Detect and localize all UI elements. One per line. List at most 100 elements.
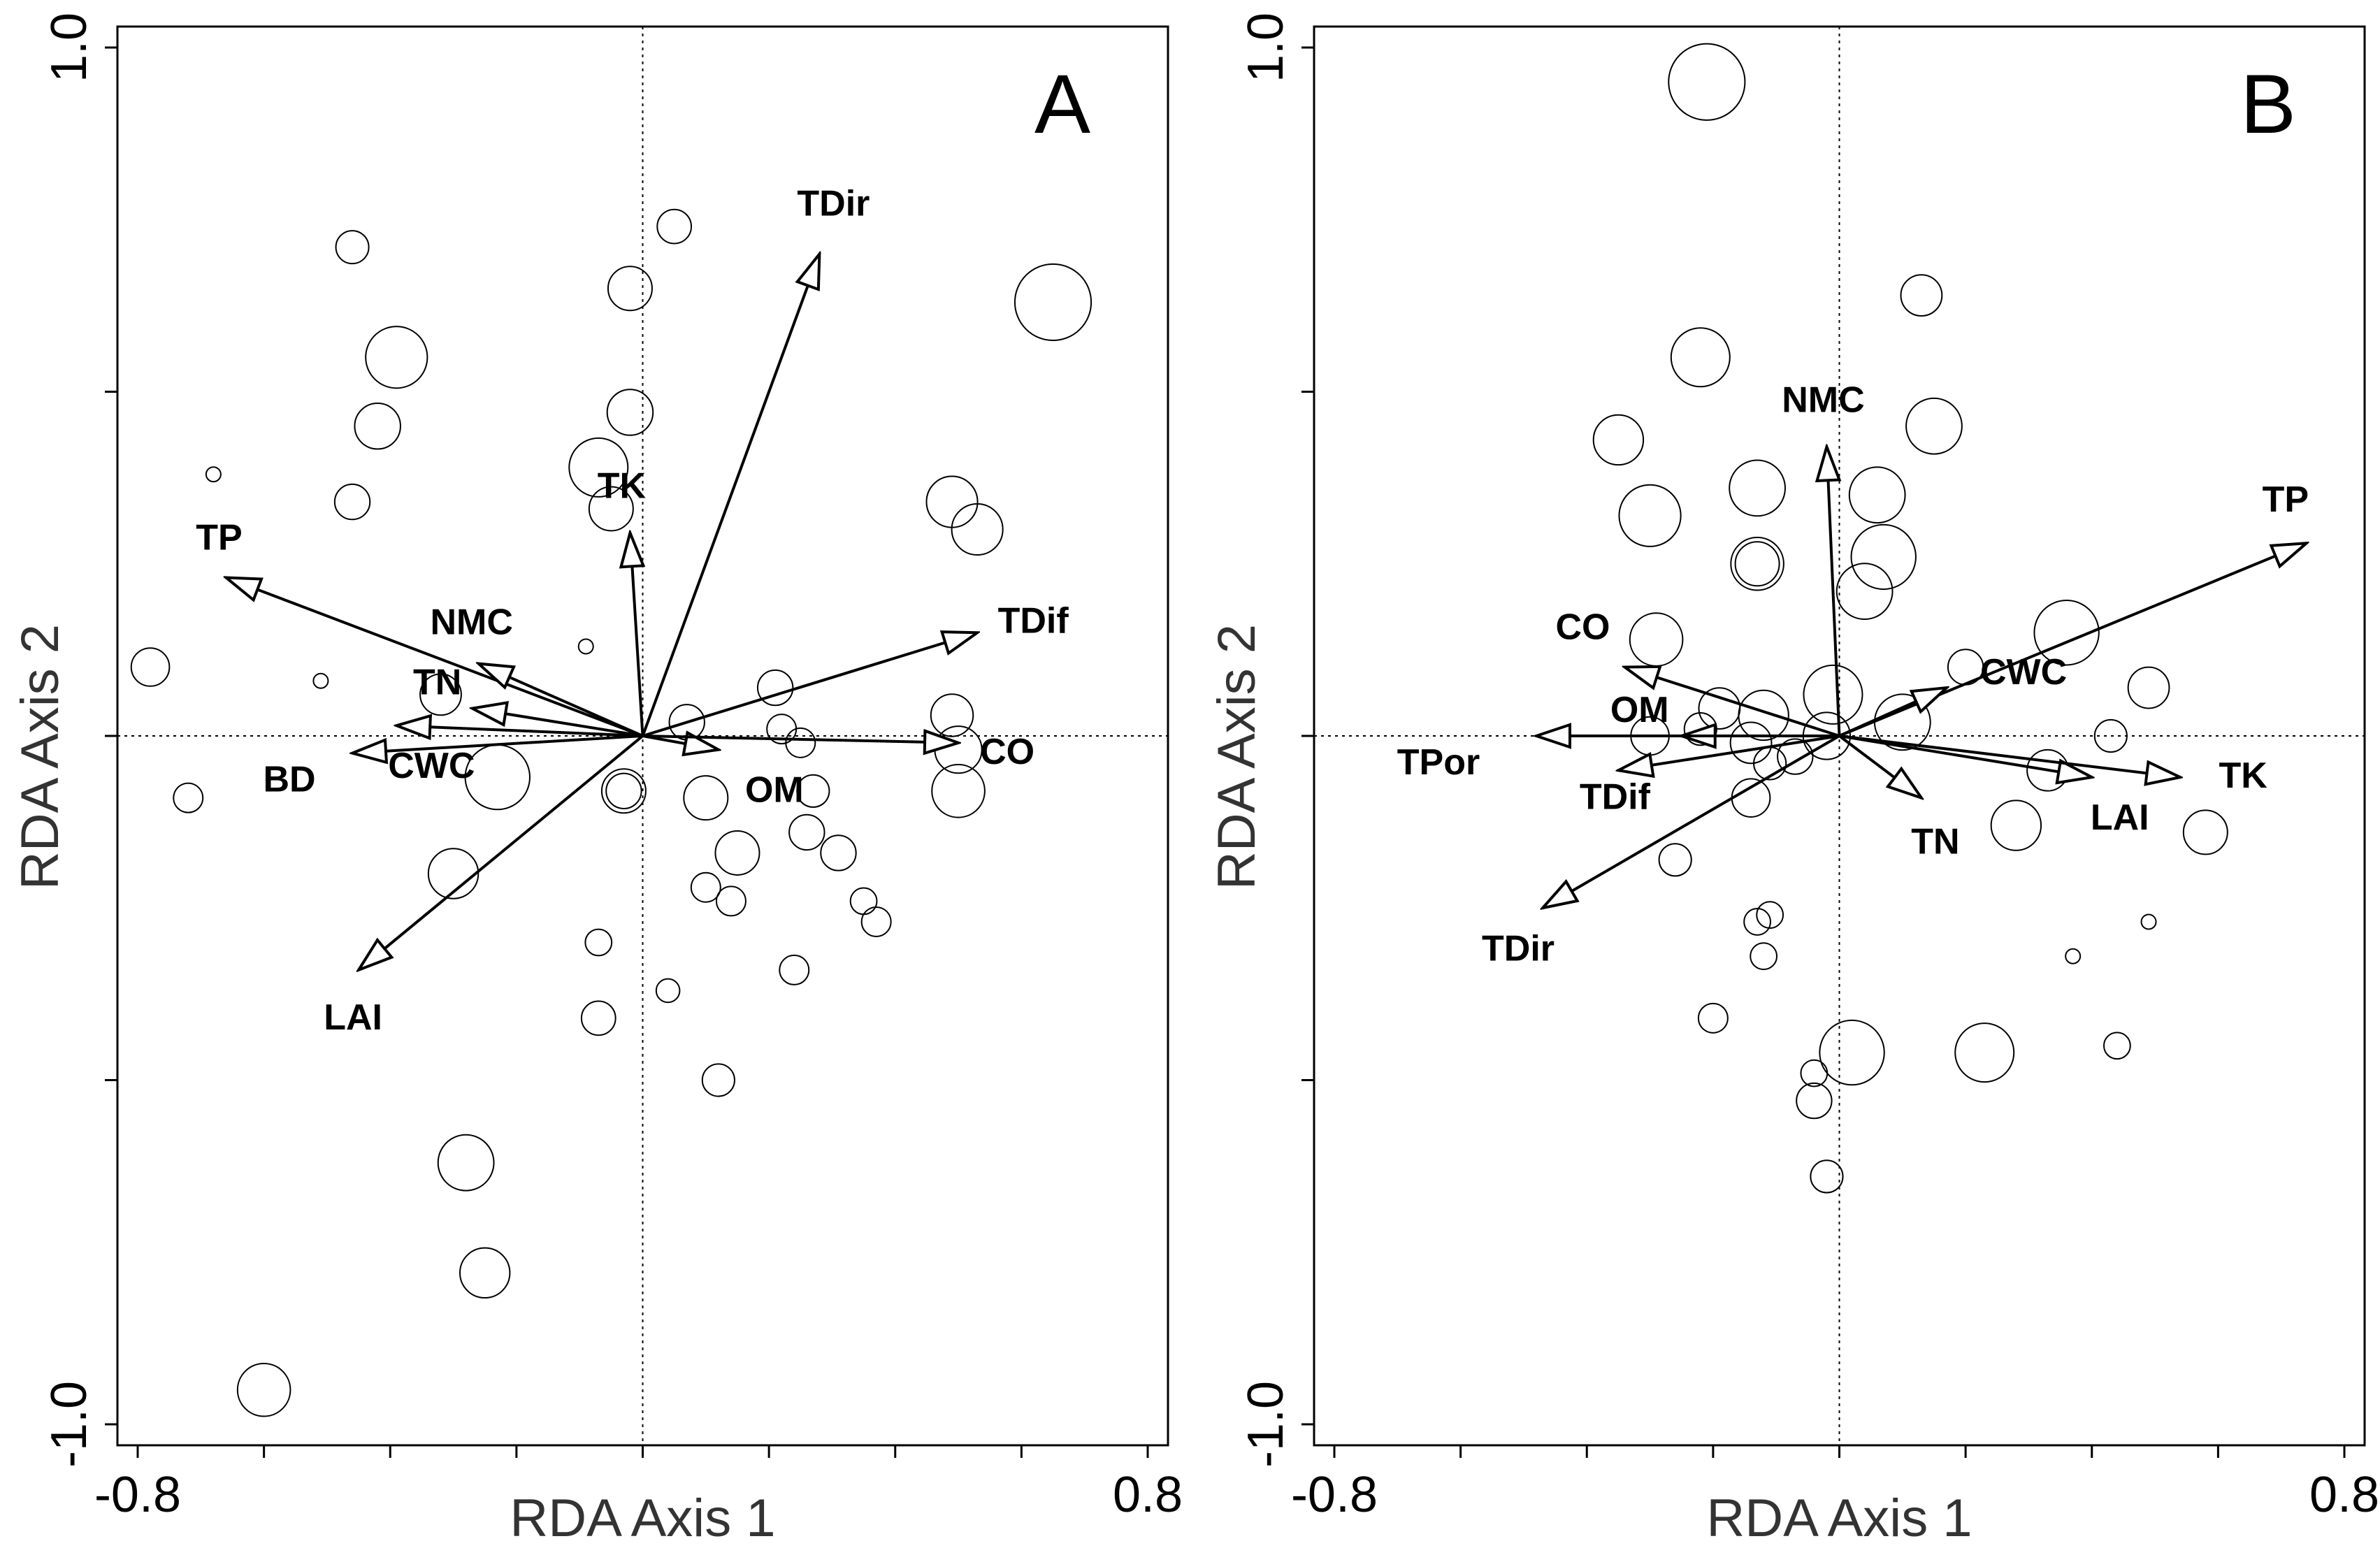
- sample-circle: [577, 638, 594, 655]
- sample-circle: [354, 402, 401, 450]
- vector-label-tp: TP: [196, 517, 242, 558]
- panel-b-y-tick-max: 1.0: [1238, 13, 1294, 82]
- sample-circle: [1756, 901, 1784, 929]
- sample-circle: [1990, 800, 2042, 851]
- panel-a-axis-ticks: [105, 46, 1149, 1458]
- sample-circle: [2127, 666, 2170, 709]
- vector-label-bd: BD: [264, 760, 316, 800]
- vector-label-cwc: CWC: [388, 746, 475, 786]
- sample-circle: [1697, 1002, 1729, 1034]
- sample-circle: [2103, 1032, 2131, 1060]
- sample-circle: [925, 475, 979, 528]
- vector-label-lai: LAI: [2091, 797, 2149, 838]
- sample-circle: [951, 502, 1004, 556]
- panel-a-y-tick-min: -1.0: [41, 1381, 97, 1468]
- sample-circle: [655, 978, 681, 1004]
- panel-a-x-tick-min: -0.8: [94, 1467, 181, 1523]
- sample-circle: [365, 326, 428, 389]
- panel-b-y-tick-min: -1.0: [1238, 1381, 1294, 1468]
- sample-circle: [464, 744, 531, 811]
- sample-circle: [606, 389, 654, 436]
- sample-circle: [1670, 327, 1731, 388]
- sample-circle: [588, 486, 634, 532]
- panel-a-y-axis-title: RDA Axis 2: [10, 624, 70, 890]
- sample-circle: [584, 928, 613, 957]
- sample-circle: [437, 1134, 495, 1192]
- vector-label-tdif: TDif: [1580, 776, 1651, 817]
- sample-circle: [335, 230, 370, 265]
- vector-arrow-tn: [1838, 735, 1921, 798]
- sample-circle: [785, 727, 816, 758]
- sample-circle: [2065, 948, 2082, 964]
- sample-circle: [690, 871, 721, 903]
- sample-circle: [333, 483, 371, 521]
- sample-circle: [427, 848, 479, 899]
- sample-circle: [2093, 718, 2128, 753]
- sample-circle: [756, 669, 794, 707]
- sample-circle: [1730, 536, 1784, 591]
- sample-circle: [1810, 1159, 1844, 1194]
- vector-arrow-tdif: [642, 632, 978, 737]
- vector-label-tdif: TDif: [998, 600, 1069, 641]
- vector-label-om: OM: [745, 770, 804, 811]
- panel-b-x-tick-min: -0.8: [1291, 1467, 1378, 1523]
- sample-circle: [1743, 908, 1771, 936]
- panel-a-y-tick-max: 1.0: [41, 13, 97, 82]
- sample-circle: [236, 1362, 291, 1417]
- panel-b-environment-vectors: NMC TP CO CWC OM TPor TDif TN LAI TK TDir: [1397, 379, 2309, 969]
- sample-circle: [788, 813, 825, 851]
- vector-arrow-lai: [359, 735, 644, 970]
- vector-label-nmc: NMC: [1782, 379, 1864, 420]
- panel-b-y-axis-title: RDA Axis 2: [1207, 624, 1267, 890]
- panel-b-x-tick-max: 0.8: [2309, 1467, 2379, 1523]
- sample-circle: [2033, 600, 2100, 666]
- sample-circle: [607, 266, 653, 312]
- vector-label-co: CO: [1555, 607, 1610, 648]
- sample-circle: [1819, 1019, 1885, 1086]
- vector-arrow-om: [642, 736, 719, 750]
- sample-circle: [1905, 397, 1963, 455]
- vector-label-tk: TK: [598, 465, 647, 506]
- sample-circle: [849, 887, 878, 916]
- sample-circle: [1900, 274, 1943, 317]
- sample-circle: [656, 208, 693, 245]
- sample-circle: [205, 466, 222, 483]
- panel-a-x-tick-max: 0.8: [1113, 1467, 1183, 1523]
- sample-circle: [683, 775, 729, 821]
- sample-circle: [820, 834, 857, 871]
- vector-label-tdir: TDir: [797, 184, 870, 224]
- panel-a-sample-circles: [130, 208, 1092, 1417]
- sample-circle: [2140, 913, 2157, 930]
- sample-circle: [930, 693, 974, 737]
- sample-circle: [1738, 689, 1789, 742]
- sample-circle: [1658, 843, 1692, 877]
- sample-circle: [580, 1000, 616, 1036]
- sample-circle: [173, 782, 204, 813]
- sample-circle: [1800, 1059, 1829, 1087]
- vector-arrow-co: [642, 736, 959, 743]
- sample-circle: [715, 885, 747, 917]
- vector-label-lai: LAI: [324, 997, 382, 1038]
- vector-label-tk: TK: [2219, 755, 2268, 796]
- vector-arrow-cwc: [1838, 688, 1947, 737]
- sample-circle: [796, 774, 830, 808]
- sample-circle: [605, 772, 642, 810]
- vector-arrow-tn: [473, 709, 643, 737]
- panel-a-x-axis-title: RDA Axis 1: [510, 1489, 775, 1548]
- sample-circle: [568, 437, 629, 498]
- sample-circle: [1668, 43, 1746, 121]
- vector-label-co: CO: [980, 732, 1034, 772]
- vector-label-om: OM: [1610, 690, 1669, 730]
- sample-circle: [1618, 484, 1682, 547]
- sample-circle: [701, 1063, 735, 1097]
- sample-circle: [419, 673, 462, 716]
- vector-arrow-co: [1624, 667, 1840, 737]
- sample-circle: [312, 672, 329, 689]
- vector-label-tp: TP: [2263, 479, 2309, 520]
- sample-circle: [1750, 942, 1778, 971]
- sample-circle: [2182, 809, 2228, 855]
- panel-b-x-axis-title: RDA Axis 1: [1706, 1489, 1972, 1548]
- sample-circle: [1850, 523, 1917, 591]
- sample-circle: [934, 725, 983, 774]
- sample-circle: [1954, 1022, 2015, 1083]
